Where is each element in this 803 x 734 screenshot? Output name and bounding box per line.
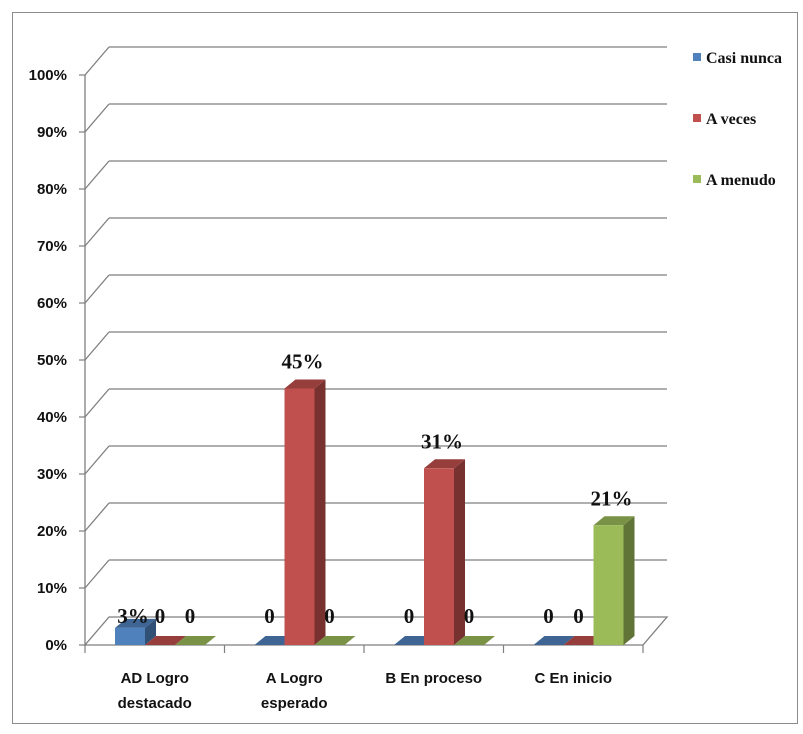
legend-label: Casi nunca xyxy=(706,50,782,67)
y-tick-label: 20% xyxy=(37,523,67,540)
bar-top xyxy=(284,379,326,389)
data-label: 0 xyxy=(543,604,554,628)
y-tick-label: 70% xyxy=(37,238,67,255)
y-tick-label: 40% xyxy=(37,409,67,426)
bar-top xyxy=(533,636,575,645)
legend-swatch xyxy=(693,114,701,122)
gridline-depth xyxy=(84,46,110,76)
legend-label: A veces xyxy=(706,111,756,128)
legend-swatch xyxy=(693,175,701,183)
legend-label: A menudo xyxy=(706,172,776,189)
bar-top xyxy=(175,636,216,645)
bar-side xyxy=(314,379,326,645)
bar-top xyxy=(424,459,465,469)
y-tick-label: 100% xyxy=(29,67,67,84)
x-tick-label: C En inicio xyxy=(534,670,612,687)
x-tick-label: esperado xyxy=(261,695,328,712)
bar-side xyxy=(454,459,465,645)
x-tick-label: AD Logro xyxy=(121,670,189,687)
data-label: 0 xyxy=(404,604,415,628)
data-label: 3% xyxy=(117,604,149,628)
gridline-depth xyxy=(84,388,110,418)
data-label: 0 xyxy=(324,604,335,628)
bar-top xyxy=(593,516,635,526)
x-tick-label: A Logro xyxy=(266,670,323,687)
bar xyxy=(593,525,624,645)
data-label: 45% xyxy=(282,350,324,374)
bar-side xyxy=(145,618,156,645)
x-tick-label: B En proceso xyxy=(385,670,482,687)
y-tick-label: 90% xyxy=(37,124,67,141)
chart-frame xyxy=(12,12,798,724)
y-tick-label: 60% xyxy=(37,295,67,312)
data-label: 0 xyxy=(155,604,166,628)
y-tick-label: 0% xyxy=(45,637,67,654)
gridline-depth xyxy=(84,445,110,475)
gridline-depth xyxy=(84,331,110,361)
y-tick-label: 80% xyxy=(37,181,67,198)
gridline-depth xyxy=(84,160,110,190)
bar-side xyxy=(623,516,635,645)
x-tick-label: destacado xyxy=(118,695,192,712)
data-label: 31% xyxy=(421,429,463,453)
gridline-depth xyxy=(84,502,110,532)
bar xyxy=(284,388,315,645)
gridline-depth xyxy=(84,217,110,247)
legend-swatch xyxy=(693,53,701,61)
bar-top xyxy=(454,636,495,645)
bar-top xyxy=(314,636,356,645)
data-label: 0 xyxy=(573,604,584,628)
data-label: 0 xyxy=(464,604,475,628)
gridline-depth xyxy=(84,274,110,304)
y-tick-label: 10% xyxy=(37,580,67,597)
y-tick-label: 50% xyxy=(37,352,67,369)
y-tick-label: 30% xyxy=(37,466,67,483)
bar xyxy=(115,627,145,645)
data-label: 21% xyxy=(591,486,633,510)
gridline-depth xyxy=(84,103,110,133)
data-label: 0 xyxy=(264,604,275,628)
bar xyxy=(424,468,454,645)
bar-top xyxy=(115,618,156,628)
gridline-depth xyxy=(84,559,110,589)
bar-top xyxy=(145,636,186,645)
data-label: 0 xyxy=(185,604,196,628)
